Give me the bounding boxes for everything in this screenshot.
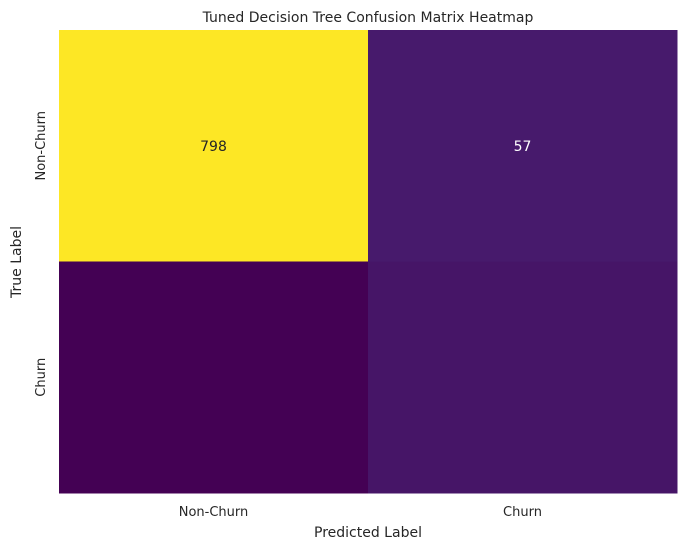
chart-title: Tuned Decision Tree Confusion Matrix Hea… bbox=[202, 10, 534, 26]
heatmap-cell-r1-c0 bbox=[59, 261, 369, 494]
x-axis-label: Predicted Label bbox=[314, 525, 422, 541]
heatmap-cell-r0-c0 bbox=[59, 30, 369, 262]
heatmap-cells bbox=[59, 30, 678, 494]
x-tick-label-1: Churn bbox=[503, 505, 542, 520]
x-axis-ticks: Non-Churn Churn bbox=[179, 505, 542, 520]
y-axis-label: True Label bbox=[9, 226, 25, 299]
y-axis-ticks: Non-Churn Churn bbox=[34, 111, 49, 397]
y-tick-label-0: Non-Churn bbox=[34, 111, 49, 181]
y-tick-label-1: Churn bbox=[34, 358, 49, 397]
heatmap-cell-r0-c1 bbox=[368, 30, 678, 262]
heatmap-cell-labels: 798 57 bbox=[200, 139, 531, 155]
heatmap-cell-r1-c1 bbox=[368, 261, 678, 494]
cell-value-label-r0-c0: 798 bbox=[200, 139, 227, 155]
x-tick-label-0: Non-Churn bbox=[179, 505, 249, 520]
cell-value-label-r0-c1: 57 bbox=[514, 139, 532, 155]
